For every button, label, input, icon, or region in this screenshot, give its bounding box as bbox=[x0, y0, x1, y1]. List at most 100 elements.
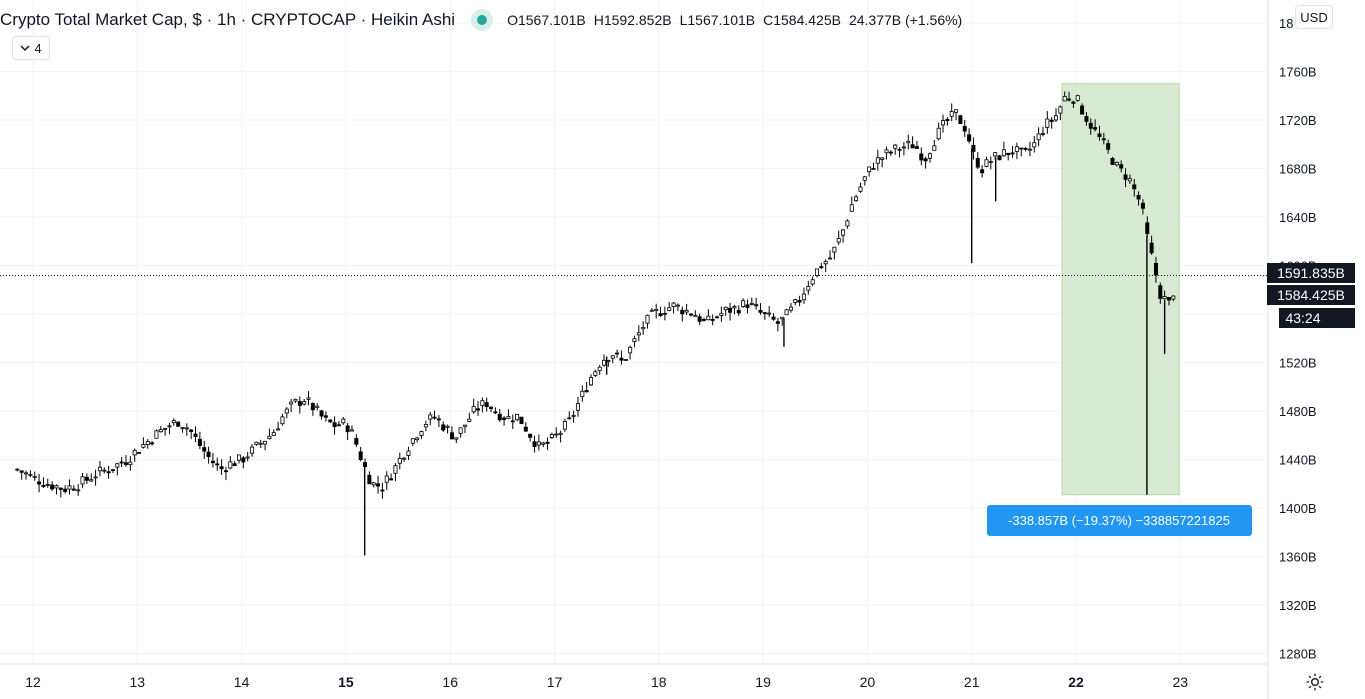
candle-body bbox=[793, 299, 798, 303]
candle-body bbox=[171, 420, 176, 424]
candle-body bbox=[801, 293, 806, 301]
candle-body bbox=[410, 438, 415, 444]
candle-body bbox=[167, 425, 172, 428]
candle-body bbox=[780, 316, 785, 320]
candle-body bbox=[228, 461, 233, 469]
symbol-title[interactable]: Crypto Total Market Cap, $ · 1h · CRYPTO… bbox=[0, 10, 456, 29]
candle-body bbox=[619, 357, 624, 361]
candle-body bbox=[1145, 222, 1150, 235]
indicators-toggle-button[interactable]: 4 bbox=[12, 36, 50, 60]
currency-button[interactable]: USD bbox=[1295, 5, 1333, 29]
candle-body bbox=[884, 149, 889, 154]
candle-body bbox=[480, 400, 485, 407]
candle-body bbox=[975, 157, 980, 168]
candle-body bbox=[384, 475, 389, 483]
candle-body bbox=[263, 440, 268, 445]
candle-body bbox=[1132, 184, 1137, 190]
time-tick-label: 17 bbox=[547, 674, 563, 690]
candle-body bbox=[841, 229, 846, 236]
candle-body bbox=[1101, 138, 1106, 141]
candle-body bbox=[484, 402, 489, 407]
time-tick-label: 15 bbox=[338, 674, 354, 690]
candle-body bbox=[1136, 194, 1141, 200]
price-tick-label: 18 bbox=[1279, 16, 1293, 31]
candle-body bbox=[806, 286, 811, 291]
candle-body bbox=[163, 427, 168, 430]
candle-body bbox=[775, 321, 780, 324]
candle-body bbox=[1049, 119, 1054, 122]
candle-body bbox=[1071, 101, 1076, 104]
settings-gear-icon[interactable] bbox=[1303, 670, 1327, 694]
candle-body bbox=[476, 408, 481, 411]
price-tick-label: 1320B bbox=[1279, 598, 1317, 613]
candle-body bbox=[949, 111, 954, 117]
candle-body bbox=[332, 422, 337, 428]
candle-body bbox=[701, 319, 706, 321]
candle-body bbox=[454, 437, 459, 440]
candle-body bbox=[367, 474, 372, 485]
candle-body bbox=[1114, 161, 1119, 166]
candle-body bbox=[671, 302, 676, 308]
candle-body bbox=[1075, 95, 1080, 101]
candle-body bbox=[32, 475, 37, 478]
candle-body bbox=[110, 469, 115, 472]
indicator-count: 4 bbox=[34, 40, 42, 56]
candle-body bbox=[323, 415, 328, 418]
candle-body bbox=[1014, 146, 1019, 152]
chart-legend: Crypto Total Market Cap, $ · 1h · CRYPTO… bbox=[0, 7, 962, 33]
candle-body bbox=[345, 425, 350, 433]
candle-body bbox=[584, 390, 589, 393]
candle-body bbox=[536, 441, 541, 446]
candle-body bbox=[662, 312, 667, 315]
candle-body bbox=[258, 442, 263, 445]
candle-body bbox=[567, 417, 572, 420]
candle-body bbox=[89, 479, 94, 482]
candle-body bbox=[197, 438, 202, 446]
candle-body bbox=[1127, 178, 1132, 182]
candle-body bbox=[571, 414, 576, 417]
candle-body bbox=[967, 134, 972, 142]
candle-body bbox=[810, 279, 815, 285]
candle-body bbox=[936, 127, 941, 140]
candle-body bbox=[910, 144, 915, 149]
candle-body bbox=[115, 463, 120, 468]
time-tick-label: 20 bbox=[860, 674, 876, 690]
candle-body bbox=[397, 458, 402, 464]
candle-body bbox=[1097, 133, 1102, 138]
candle-body bbox=[980, 169, 985, 174]
time-tick-label: 21 bbox=[964, 674, 980, 690]
candle-body bbox=[954, 109, 959, 113]
candle-body bbox=[562, 420, 567, 430]
candle-body bbox=[914, 146, 919, 149]
candle-body bbox=[771, 316, 776, 320]
candle-body bbox=[875, 157, 880, 164]
candle-body bbox=[927, 153, 932, 159]
candle-body bbox=[97, 466, 102, 472]
price-axis-labels: 181760B1720B1680B1640B1600B1560B1520B148… bbox=[1279, 16, 1317, 662]
candle-body bbox=[336, 424, 341, 427]
candle-body bbox=[897, 148, 902, 151]
time-axis-labels: 12 13 14 15 16 17 18 19 20 21 22 23 bbox=[25, 674, 1188, 690]
change-value: 24.377B (+1.56%) bbox=[848, 12, 963, 28]
candle-body bbox=[328, 419, 333, 423]
candle-body bbox=[276, 428, 281, 431]
candle-body bbox=[63, 488, 68, 493]
candle-body bbox=[254, 441, 259, 445]
market-status-icon[interactable] bbox=[471, 9, 494, 31]
candle-body bbox=[389, 478, 394, 481]
candle-body bbox=[158, 429, 163, 433]
candle-body bbox=[93, 476, 98, 479]
candle-body bbox=[1023, 147, 1028, 150]
candle-body bbox=[1058, 106, 1063, 114]
candle-body bbox=[45, 484, 50, 486]
candle-body bbox=[428, 414, 433, 420]
candle-body bbox=[580, 390, 585, 397]
candle-body bbox=[749, 302, 754, 305]
candle-body bbox=[1006, 152, 1011, 156]
candle-body bbox=[1167, 296, 1172, 301]
candle-body bbox=[745, 304, 750, 308]
candle-body bbox=[558, 432, 563, 435]
candle-body bbox=[84, 476, 89, 481]
candle-body bbox=[137, 452, 142, 454]
